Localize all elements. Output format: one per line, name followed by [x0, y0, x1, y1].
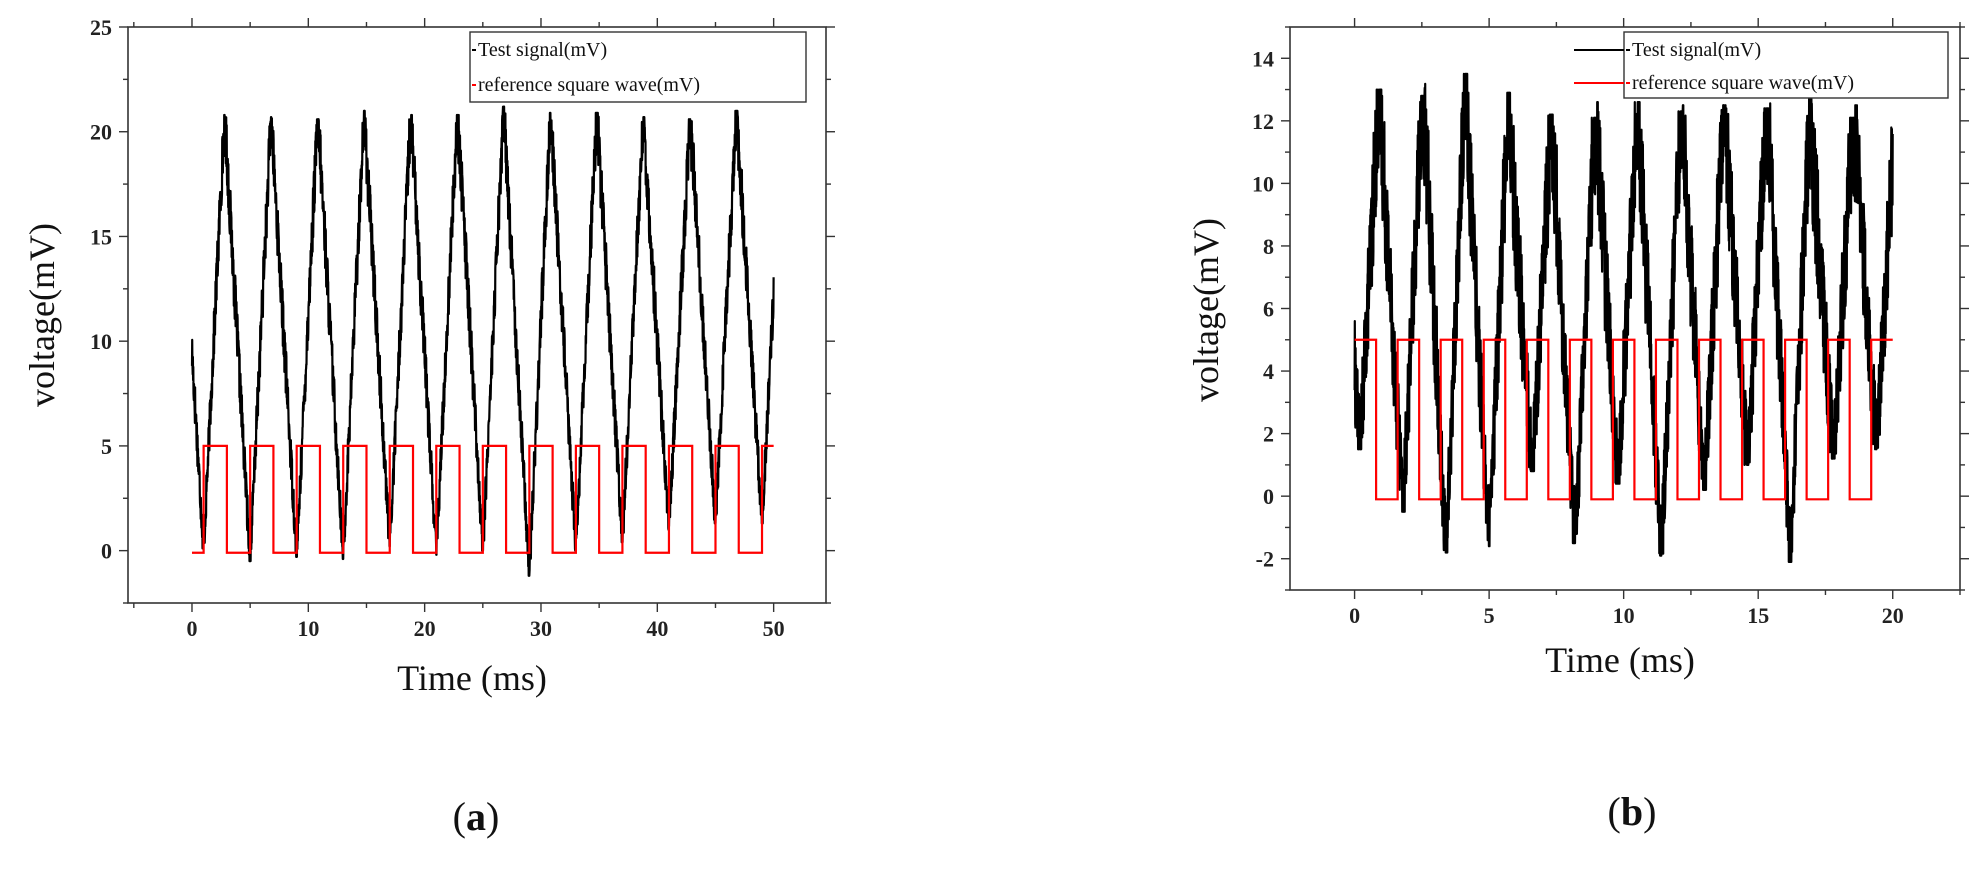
reference-square-wave-line — [191, 444, 774, 554]
y-tick-label: 8 — [1263, 234, 1274, 259]
x-axis-title: Time (ms) — [397, 658, 547, 698]
legend-box — [469, 31, 807, 103]
panel-label: (a) — [453, 794, 500, 839]
reference-square-wave-line — [1354, 338, 1893, 501]
y-tick-label: 0 — [101, 539, 112, 564]
y-tick-label: 4 — [1263, 359, 1274, 384]
x-tick-label: 0 — [186, 616, 197, 641]
plot-area — [1353, 72, 1894, 563]
y-tick-label: -2 — [1256, 547, 1274, 572]
y-tick-label: 0 — [1263, 484, 1274, 509]
x-tick-label: 20 — [414, 616, 436, 641]
y-tick-label: 14 — [1252, 46, 1274, 71]
y-axis-title: voltage(mV) — [22, 223, 62, 407]
x-tick-label: 20 — [1882, 603, 1904, 628]
x-tick-label: 10 — [297, 616, 319, 641]
legend-label: reference square wave(mV) — [1632, 72, 1854, 94]
x-tick-label: 10 — [1613, 603, 1635, 628]
y-tick-label: 10 — [90, 329, 112, 354]
y-tick-label: 12 — [1252, 109, 1274, 134]
y-tick-label: 10 — [1252, 171, 1274, 196]
y-tick-label: 5 — [101, 434, 112, 459]
x-tick-label: 30 — [530, 616, 552, 641]
y-axis-title: voltage(mV) — [1186, 218, 1226, 402]
x-tick-label: 15 — [1747, 603, 1769, 628]
chart-panel-b: 0 5 10 15 20 -2 0 2 4 6 8 10 12 14 Time (ms) voltage(mV… — [1186, 18, 1969, 834]
y-tick-label: 15 — [90, 224, 112, 249]
y-tick-label: 6 — [1263, 297, 1274, 322]
x-axis-title: Time (ms) — [1545, 640, 1695, 680]
chart-panel-a: 0 10 20 30 40 50 0 5 10 15 20 25 Time (ms) voltage(mV… — [22, 15, 835, 839]
x-tick-label: 40 — [646, 616, 668, 641]
plot-frame — [127, 26, 827, 604]
legend-label: Test signal(mV) — [1632, 39, 1761, 61]
x-tick-label: 5 — [1484, 603, 1495, 628]
legend-box — [1623, 31, 1949, 99]
y-tick-label: 20 — [90, 120, 112, 145]
panel-label: (b) — [1608, 789, 1657, 834]
x-tick-label: 0 — [1349, 603, 1360, 628]
legend-label: Test signal(mV) — [478, 39, 607, 61]
test-signal-line — [1353, 72, 1894, 563]
legend-label: reference square wave(mV) — [478, 74, 700, 96]
y-tick-label: 25 — [90, 15, 112, 40]
y-tick-label: 2 — [1263, 422, 1274, 447]
x-tick-label: 50 — [763, 616, 785, 641]
plot-area — [190, 105, 775, 577]
